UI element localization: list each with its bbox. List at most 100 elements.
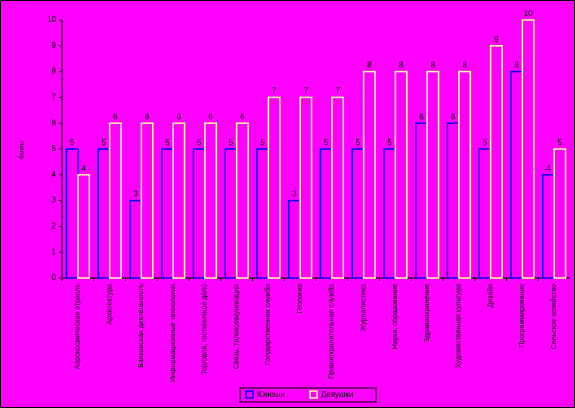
value-label: 6 [419, 112, 424, 121]
legend: Юноши Девушки [239, 387, 377, 403]
bar [172, 122, 186, 279]
value-label: 8 [514, 61, 519, 70]
y-tick-label: 8 [52, 67, 57, 76]
value-label: 10 [524, 9, 533, 18]
bar [489, 45, 503, 279]
x-tick-group: Программирование [519, 284, 526, 348]
value-label: 6 [145, 112, 150, 121]
x-tick-group: Информационные технологии [170, 284, 177, 382]
bar [299, 96, 313, 279]
y-tick-label: 1 [52, 247, 57, 256]
value-label: 8 [399, 61, 404, 70]
x-tick-label: Сельское хозяйство [550, 284, 558, 349]
value-label: 8 [431, 61, 436, 70]
legend-swatch [309, 390, 318, 399]
y-tick-label: 9 [52, 41, 57, 50]
value-label: 5 [102, 138, 107, 147]
bar [204, 122, 218, 279]
value-label: 5 [324, 138, 329, 147]
value-label: 5 [558, 138, 563, 147]
y-axis-label: баллы [20, 141, 26, 159]
legend-label: Юноши [257, 390, 285, 399]
x-tick-label: Геология [297, 284, 304, 313]
x-tick-label: Художественная культура [456, 284, 463, 368]
legend-label: Девушки [321, 390, 353, 399]
x-tick-label: Программирование [519, 284, 526, 348]
x-tick-group: Художественная культура [456, 284, 463, 368]
y-tick-label: 6 [52, 118, 57, 127]
x-tick-label: Аэрокосмическая отрасль [75, 284, 82, 370]
bar [267, 96, 281, 279]
x-tick-group: Торговля, гостиничное дело [202, 284, 209, 375]
x-tick-group: Здравоохранение [424, 284, 431, 342]
value-label: 4 [546, 164, 551, 173]
y-tick-label: 7 [52, 93, 57, 102]
bar [458, 70, 472, 279]
value-label: 6 [208, 112, 213, 121]
x-tick-label: Государственная служба [264, 284, 272, 365]
value-label: 8 [367, 61, 372, 70]
x-tick-group: Наука, образование [391, 284, 399, 349]
x-tick-label: Правоохранительная служба [328, 284, 336, 379]
legend-swatch [245, 390, 254, 399]
x-tick-group: Сельское хозяйство [550, 284, 558, 349]
x-tick-label: Наука, образование [391, 284, 399, 349]
y-tick-label: 5 [52, 144, 57, 153]
x-tick-group: Геология [297, 284, 304, 313]
value-label: 5 [197, 138, 202, 147]
x-tick-group: Архитектура [106, 284, 113, 325]
x-tick-label: Торговля, гостиничное дело [202, 284, 209, 375]
value-label: 4 [81, 164, 86, 173]
value-label: 6 [240, 112, 245, 121]
value-label: 3 [133, 190, 138, 199]
value-label: 7 [335, 87, 340, 96]
value-label: 6 [113, 112, 118, 121]
y-tick-label: 4 [52, 170, 57, 179]
value-label: 9 [494, 35, 499, 44]
x-tick-group: Дизайн [486, 284, 494, 308]
y-tick-label: 0 [52, 273, 57, 282]
x-tick-label: Журналистика [360, 284, 367, 331]
value-label: 3 [292, 190, 297, 199]
x-tick-group: Государственная служба [264, 284, 272, 365]
bar [235, 122, 249, 279]
value-label: 5 [70, 138, 75, 147]
y-tick-label: 2 [52, 222, 57, 231]
value-label: 6 [177, 112, 182, 121]
x-tick-label: Банковская деятельность [138, 284, 145, 368]
legend-box [239, 387, 377, 403]
value-label: 8 [462, 61, 467, 70]
y-tick-label: 3 [52, 196, 57, 205]
x-tick-label: Дизайн [486, 284, 494, 308]
x-tick-group: Банковская деятельность [138, 284, 145, 368]
bar [77, 174, 91, 279]
value-label: 5 [165, 138, 170, 147]
bar [553, 148, 567, 279]
value-label: 7 [304, 87, 309, 96]
x-tick-group: Журналистика [360, 284, 367, 331]
bar [331, 96, 345, 279]
bar [426, 70, 440, 279]
x-tick-label: Связь, телекоммуникации [233, 284, 240, 369]
value-label: 7 [272, 87, 277, 96]
x-tick-label: Архитектура [106, 284, 113, 325]
bar [394, 70, 408, 279]
x-tick-group: Связь, телекоммуникации [233, 284, 240, 369]
value-label: 6 [451, 112, 456, 121]
bar [521, 19, 535, 279]
value-label: 5 [387, 138, 392, 147]
x-tick-label: Здравоохранение [424, 284, 431, 342]
value-label: 5 [356, 138, 361, 147]
value-label: 5 [229, 138, 234, 147]
value-label: 5 [260, 138, 265, 147]
bar [140, 122, 154, 279]
x-tick-group: Аэрокосмическая отрасль [75, 284, 82, 370]
value-label: 5 [483, 138, 488, 147]
bar [108, 122, 122, 279]
y-tick-label: 10 [47, 15, 56, 24]
bar [362, 70, 376, 279]
x-tick-label: Информационные технологии [170, 284, 177, 382]
x-tick-group: Правоохранительная служба [328, 284, 336, 379]
